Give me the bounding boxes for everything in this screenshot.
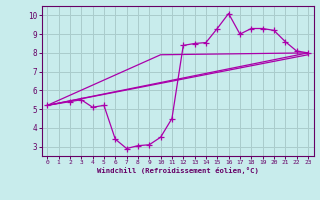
X-axis label: Windchill (Refroidissement éolien,°C): Windchill (Refroidissement éolien,°C): [97, 167, 259, 174]
